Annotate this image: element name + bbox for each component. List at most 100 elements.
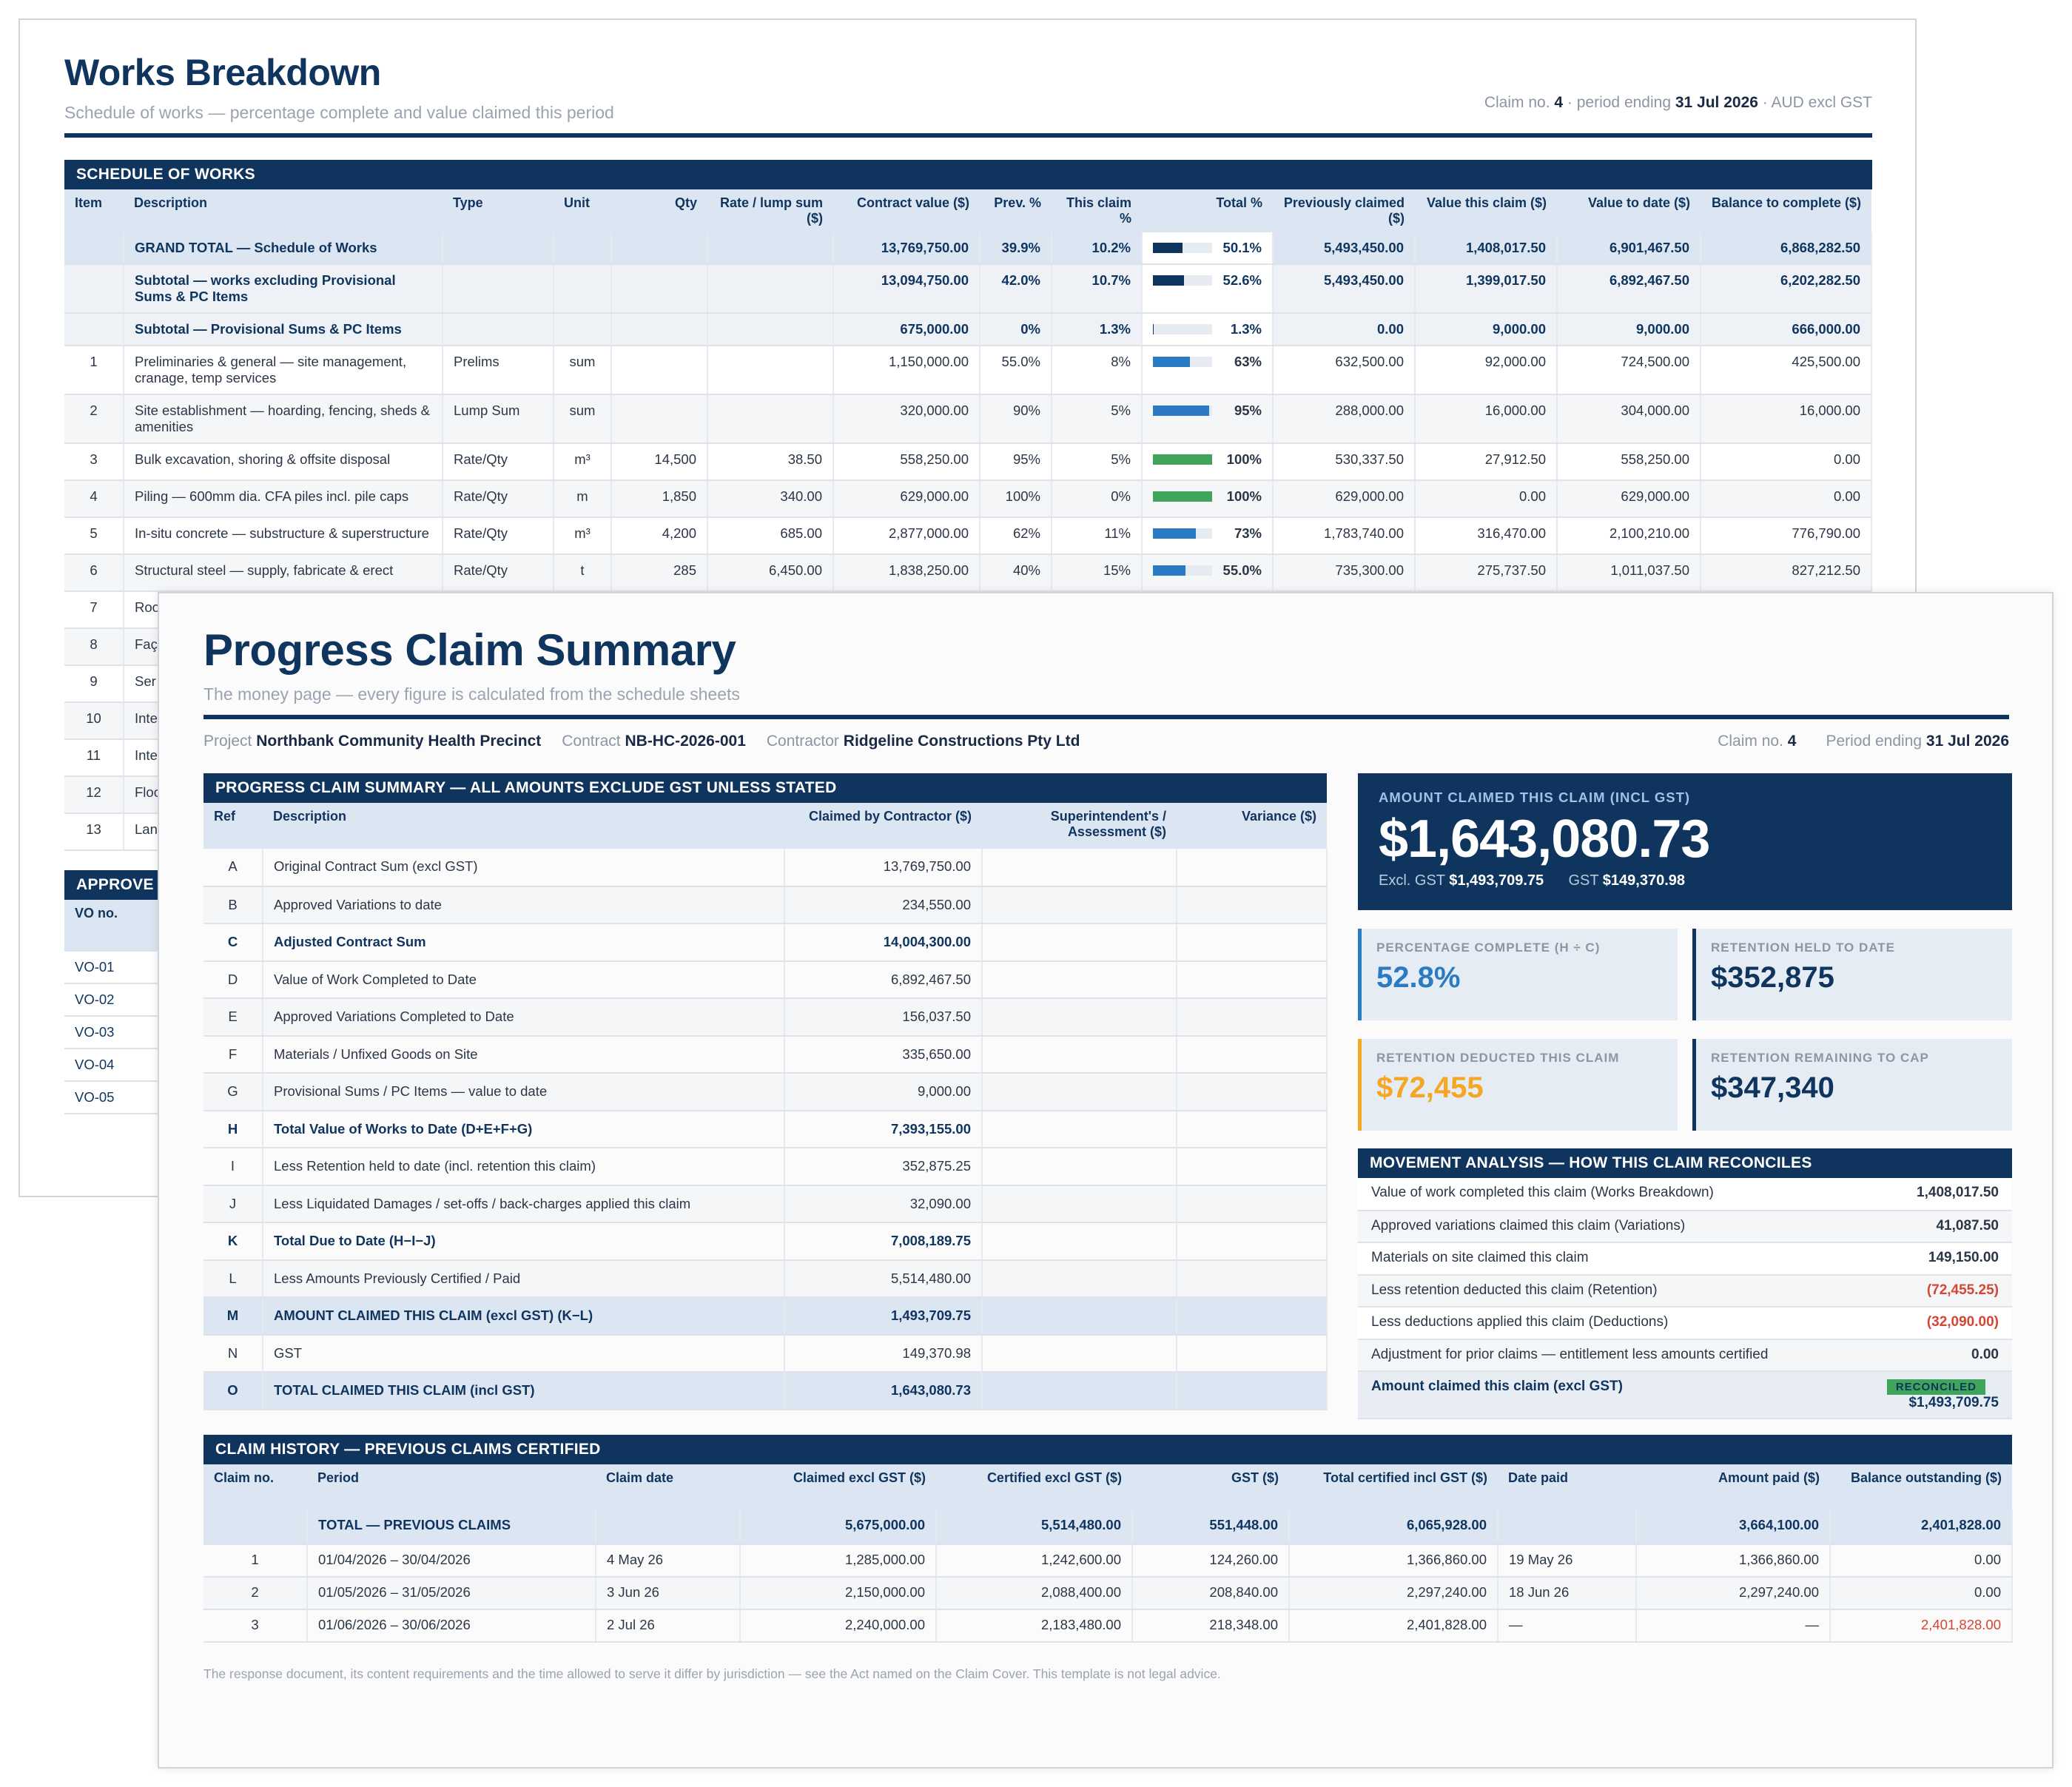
- description-cell: Less Retention held to date (incl. reten…: [263, 1148, 785, 1186]
- variance-cell: [1177, 998, 1328, 1037]
- claim-history: CLAIM HISTORY — PREVIOUS CLAIMS CERTIFIE…: [204, 1435, 2013, 1643]
- type-cell: Rate/Qty: [443, 517, 554, 555]
- footnote: The response document, its content requi…: [204, 1666, 1221, 1681]
- column-header: Rate / lump sum ($): [707, 189, 833, 232]
- balance-cell: 425,500.00: [1701, 346, 1872, 395]
- previously-claimed-cell: 5,493,450.00: [1273, 264, 1416, 314]
- header-rule: [204, 715, 2009, 719]
- history-cell: [1498, 1510, 1637, 1545]
- prev-pct-cell: 42.0%: [980, 264, 1052, 314]
- contract-value-cell: 558,250.00: [833, 443, 980, 481]
- assessment-cell: [982, 1222, 1177, 1261]
- qty-cell: 285: [611, 554, 708, 592]
- total-pct-cell: 73%: [1142, 517, 1274, 555]
- description-cell: Subtotal — Provisional Sums & PC Items: [124, 313, 443, 346]
- history-cell: 01/06/2026 – 30/06/2026: [307, 1609, 596, 1643]
- history-cell: 0.00: [1830, 1544, 2013, 1578]
- empty-cell: [611, 264, 708, 314]
- description-cell: Preliminaries & general — site managemen…: [124, 346, 443, 395]
- variance-cell: [1177, 1073, 1328, 1111]
- total-pct-cell: 100%: [1142, 480, 1274, 518]
- contract-value-cell: 13,094,750.00: [833, 264, 980, 314]
- claimed-cell: 234,550.00: [784, 886, 983, 924]
- assessment-cell: [982, 1035, 1177, 1074]
- history-cell: 2,150,000.00: [740, 1577, 937, 1610]
- kpi-card: RETENTION REMAINING TO CAP $347,340: [1692, 1039, 2012, 1131]
- item-cell: 2: [64, 394, 124, 444]
- assessment-cell: [982, 1185, 1177, 1223]
- section-title: CLAIM HISTORY — PREVIOUS CLAIMS CERTIFIE…: [204, 1435, 2012, 1464]
- history-cell: 1,285,000.00: [740, 1544, 937, 1578]
- description-cell: Less Amounts Previously Certified / Paid: [263, 1259, 785, 1298]
- summary-row: O TOTAL CLAIMED THIS CLAIM (incl GST) 1,64…: [204, 1372, 1328, 1410]
- table-row: 1 Preliminaries & general — site manageme…: [64, 346, 1872, 395]
- balance-cell: 827,212.50: [1701, 554, 1872, 592]
- history-cell: 2,297,240.00: [1636, 1577, 1831, 1610]
- previously-claimed-cell: 735,300.00: [1273, 554, 1416, 592]
- kpi-label: RETENTION REMAINING TO CAP: [1711, 1051, 1929, 1065]
- value-to-date-cell: 304,000.00: [1557, 394, 1701, 444]
- history-cell: 5,675,000.00: [740, 1510, 937, 1545]
- kpi-value: $352,875: [1711, 961, 1834, 994]
- assessment-cell: [982, 960, 1177, 999]
- type-cell: Prelims: [443, 346, 554, 395]
- unit-cell: t: [554, 554, 612, 592]
- progress-fill: [1153, 405, 1209, 416]
- qty-cell: 14,500: [611, 443, 708, 481]
- ref-cell: O: [204, 1372, 263, 1410]
- summary-row: H Total Value of Works to Date (D+E+F+G) 7…: [204, 1110, 1328, 1148]
- total-pct-cell: 95%: [1142, 394, 1274, 444]
- section-title: PROGRESS CLAIM SUMMARY — ALL AMOUNTS EXC…: [204, 773, 1327, 803]
- description-cell: Structural steel — supply, fabricate & e…: [124, 554, 443, 592]
- kpi-label: RETENTION HELD TO DATE: [1711, 940, 1895, 955]
- history-cell: 5,514,480.00: [936, 1510, 1133, 1545]
- total-pct-cell: 55.0%: [1142, 554, 1274, 592]
- description-cell: Bulk excavation, shoring & offsite dispo…: [124, 443, 443, 481]
- column-header: Unit: [554, 189, 611, 232]
- history-cell: 3: [204, 1609, 308, 1643]
- empty-cell: [611, 232, 708, 265]
- progress-label: 63%: [1234, 354, 1262, 369]
- assessment-cell: [982, 886, 1177, 924]
- movement-row: Less retention deducted this claim (Rete…: [1358, 1274, 2012, 1308]
- progress-fill: [1153, 454, 1212, 465]
- ref-cell: N: [204, 1334, 263, 1373]
- column-header: This claim %: [1052, 189, 1142, 232]
- progress-fill: [1153, 565, 1185, 576]
- kpi-label: RETENTION DEDUCTED THIS CLAIM: [1376, 1051, 1620, 1065]
- contract-no: NB-HC-2026-001: [625, 733, 746, 750]
- movement-label: Adjustment for prior claims — entitlemen…: [1358, 1339, 1832, 1372]
- column-header: Ref: [204, 803, 263, 849]
- total-pct-cell: 63%: [1142, 346, 1274, 395]
- total-pct-cell: 50.1%: [1142, 232, 1274, 265]
- progress-fill: [1153, 491, 1212, 502]
- claim-no: 4: [1787, 733, 1797, 750]
- column-header: Type: [443, 189, 554, 232]
- rate-cell: [707, 346, 834, 395]
- history-cell: [596, 1510, 741, 1545]
- variance-cell: [1177, 1148, 1328, 1186]
- balance-cell: 16,000.00: [1701, 394, 1872, 444]
- unit-cell: sum: [554, 394, 612, 444]
- ref-cell: J: [204, 1185, 263, 1223]
- column-header: Balance to complete ($): [1701, 189, 1871, 232]
- column-header: Claimed excl GST ($): [740, 1464, 936, 1510]
- history-cell: 0.00: [1830, 1577, 2013, 1610]
- movement-value: (72,455.25): [1832, 1274, 2012, 1308]
- column-header: Superintendent's / Assessment ($): [982, 803, 1177, 849]
- this-claim-pct-cell: 5%: [1052, 394, 1143, 444]
- value-this-claim-cell: 27,912.50: [1415, 443, 1558, 481]
- movement-value: 41,087.50: [1832, 1210, 2012, 1243]
- table-row: Subtotal — works excluding Provisional S…: [64, 264, 1872, 314]
- item-cell: 7: [64, 591, 124, 629]
- item-cell: 11: [64, 739, 124, 777]
- previously-claimed-cell: 629,000.00: [1273, 480, 1416, 518]
- summary-row: F Materials / Unfixed Goods on Site 335,65…: [204, 1035, 1328, 1074]
- contract-value-cell: 320,000.00: [833, 394, 980, 444]
- progress-bar: [1153, 324, 1212, 334]
- type-cell: Rate/Qty: [443, 554, 554, 592]
- column-header: Balance outstanding ($): [1830, 1464, 2012, 1510]
- progress-claim-sheet: Progress Claim Summary The money page — …: [158, 592, 2054, 1769]
- this-claim-pct-cell: 8%: [1052, 346, 1143, 395]
- assessment-cell: [982, 1297, 1177, 1336]
